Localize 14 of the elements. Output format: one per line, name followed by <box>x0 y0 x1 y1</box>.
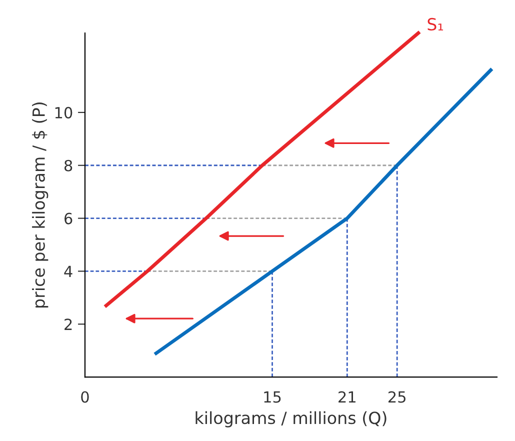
y-tick-label: 8 <box>64 160 72 172</box>
y-tick-label: 6 <box>64 212 72 224</box>
series-label: S₁ <box>428 18 444 31</box>
y-tick-label: 10 <box>55 106 72 118</box>
y-tick-label: 2 <box>64 318 72 330</box>
line-series <box>154 68 492 355</box>
y-axis-title: price per kilogram / $ (P) <box>32 102 48 308</box>
x-tick-label: 25 <box>388 391 406 403</box>
x-tick-label: 21 <box>338 391 356 403</box>
line-series <box>104 31 420 308</box>
x-axis-title: kilograms / millions (Q) <box>196 411 386 428</box>
x-tick-label: 0 <box>81 391 89 403</box>
x-tick-label: 15 <box>264 391 281 403</box>
y-tick-label: 4 <box>64 266 72 278</box>
